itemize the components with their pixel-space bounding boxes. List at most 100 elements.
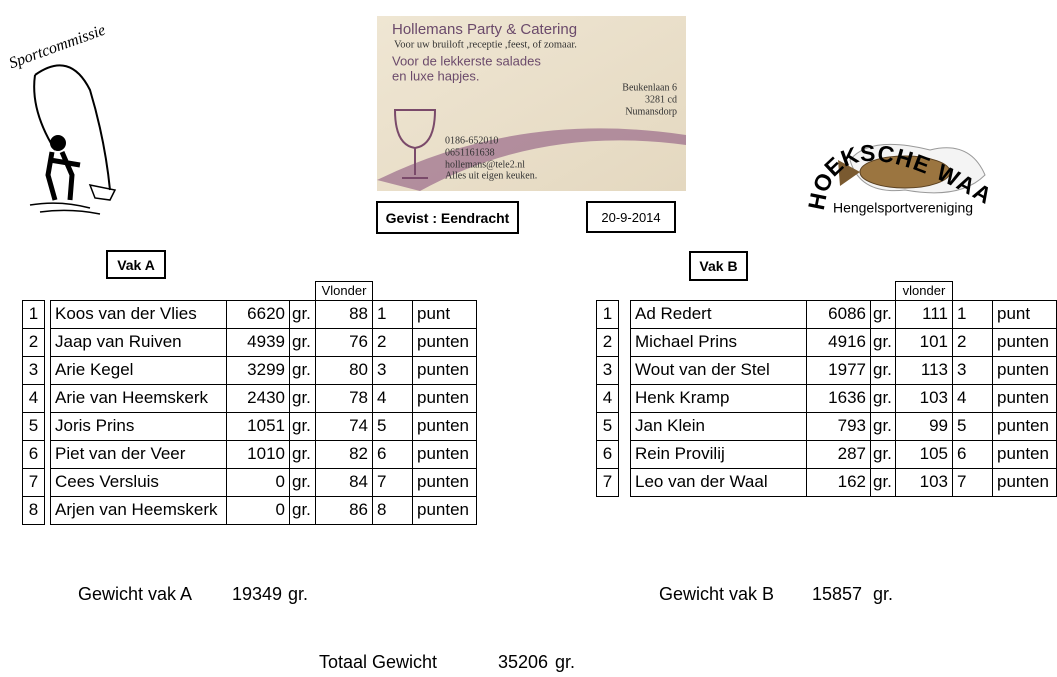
points: 8 xyxy=(372,496,413,525)
points: 5 xyxy=(372,412,413,441)
rank-number: 3 xyxy=(22,356,45,385)
angler-name: Ad Redert xyxy=(630,300,807,329)
rank-number: 8 xyxy=(22,496,45,525)
points: 7 xyxy=(952,468,993,497)
angler-name: Jan Klein xyxy=(630,412,807,441)
rank-number: 1 xyxy=(22,300,45,329)
points-label: punten xyxy=(412,384,477,413)
angler-name: Wout van der Stel xyxy=(630,356,807,385)
vlonder: 101 xyxy=(895,328,953,357)
card-contact: 0186-652010 xyxy=(445,135,498,146)
rank-number: 6 xyxy=(22,440,45,469)
points: 7 xyxy=(372,468,413,497)
vlonder: 113 xyxy=(895,356,953,385)
vlonder: 111 xyxy=(895,300,953,329)
card-contact: Alles uit eigen keuken. xyxy=(445,170,537,181)
section-label: Vak B xyxy=(689,251,748,281)
angler-name: Piet van der Veer xyxy=(50,440,227,469)
card-tagline: Voor uw bruiloft ,receptie ,feest, of zo… xyxy=(394,39,577,50)
rank-number: 4 xyxy=(596,384,619,413)
points: 6 xyxy=(952,440,993,469)
weight: 6620 xyxy=(226,300,290,329)
unit: gr. xyxy=(870,356,896,385)
unit: gr. xyxy=(289,468,316,497)
points-label: punt xyxy=(992,300,1057,329)
vlonder: 103 xyxy=(895,468,953,497)
unit: gr. xyxy=(289,384,316,413)
angler-name: Rein Provilij xyxy=(630,440,807,469)
unit: gr. xyxy=(289,496,316,525)
total-unit: gr. xyxy=(555,652,576,672)
rank-number: 2 xyxy=(22,328,45,357)
unit: gr. xyxy=(870,384,896,413)
points-label: punten xyxy=(412,496,477,525)
rank-number: 2 xyxy=(596,328,619,357)
card-title: Hollemans Party & Catering xyxy=(392,21,577,38)
card-address: Numansdorp xyxy=(625,106,677,117)
column-header: Vlonder xyxy=(315,281,373,301)
rank-number: 5 xyxy=(596,412,619,441)
points-label: punt xyxy=(412,300,477,329)
card-slogan: en luxe hapjes. xyxy=(392,68,479,83)
club-subtitle: Hengelsportvereniging xyxy=(833,200,973,216)
weight: 1636 xyxy=(806,384,871,413)
rank-number: 3 xyxy=(596,356,619,385)
rank-number: 5 xyxy=(22,412,45,441)
angler-name: Jaap van Ruiven xyxy=(50,328,227,357)
points: 3 xyxy=(372,356,413,385)
angler-name: Michael Prins xyxy=(630,328,807,357)
angler-name: Arjen van Heemskerk xyxy=(50,496,227,525)
weight: 4939 xyxy=(226,328,290,357)
vlonder: 88 xyxy=(315,300,373,329)
weight: 793 xyxy=(806,412,871,441)
points: 4 xyxy=(952,384,993,413)
points: 3 xyxy=(952,356,993,385)
points-label: punten xyxy=(412,468,477,497)
unit: gr. xyxy=(870,468,896,497)
wine-glass xyxy=(393,109,437,179)
angler-name: Leo van der Waal xyxy=(630,468,807,497)
vlonder: 103 xyxy=(895,384,953,413)
rank-number: 4 xyxy=(22,384,45,413)
unit: gr. xyxy=(289,356,316,385)
card-contact: hollemans@tele2.nl xyxy=(445,159,525,170)
unit: gr. xyxy=(870,328,896,357)
weight: 0 xyxy=(226,496,290,525)
weight: 2430 xyxy=(226,384,290,413)
points-label: punten xyxy=(992,328,1057,357)
weight: 162 xyxy=(806,468,871,497)
rank-number: 7 xyxy=(22,468,45,497)
points: 6 xyxy=(372,440,413,469)
weight: 6086 xyxy=(806,300,871,329)
points: 2 xyxy=(952,328,993,357)
vlonder: 76 xyxy=(315,328,373,357)
sport-logo xyxy=(29,64,117,215)
points: 4 xyxy=(372,384,413,413)
points-label: punten xyxy=(992,356,1057,385)
angler-name: Henk Kramp xyxy=(630,384,807,413)
header-graphics: Sportcommissie Hollemans Party & Caterin… xyxy=(0,0,996,216)
angler-name: Koos van der Vlies xyxy=(50,300,227,329)
points-label: punten xyxy=(412,412,477,441)
rank-number: 6 xyxy=(596,440,619,469)
weight: 4916 xyxy=(806,328,871,357)
unit: gr. xyxy=(289,412,316,441)
total-label: Gewicht vak A xyxy=(78,584,193,604)
vlonder: 80 xyxy=(315,356,373,385)
vlonder: 105 xyxy=(895,440,953,469)
unit: gr. xyxy=(289,300,316,329)
fish-tail xyxy=(838,160,860,186)
rank-number: 7 xyxy=(596,468,619,497)
weight: 1977 xyxy=(806,356,871,385)
weight: 0 xyxy=(226,468,290,497)
total-value: 19349 xyxy=(232,584,283,604)
points: 2 xyxy=(372,328,413,357)
total-value: 35206 xyxy=(498,652,549,672)
angler-name: Arie Kegel xyxy=(50,356,227,385)
card-address: 3281 cd xyxy=(645,94,677,105)
vlonder: 99 xyxy=(895,412,953,441)
weight: 1010 xyxy=(226,440,290,469)
unit: gr. xyxy=(289,328,316,357)
points-label: punten xyxy=(992,468,1057,497)
unit: gr. xyxy=(870,300,896,329)
